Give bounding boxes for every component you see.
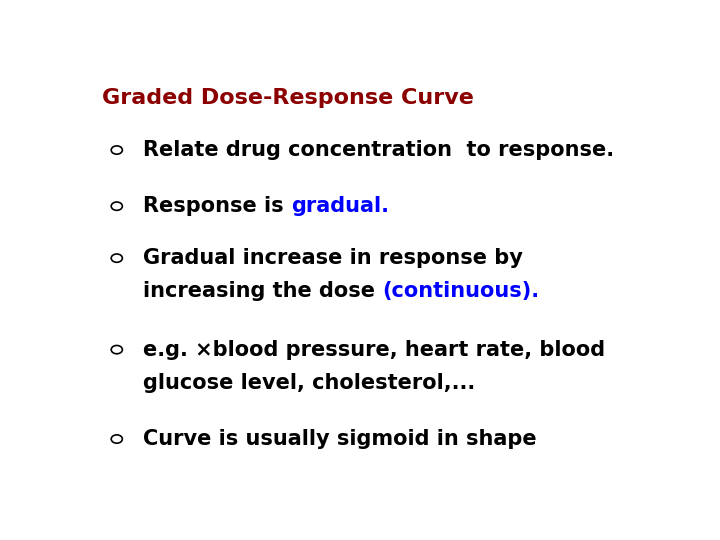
Text: Gradual increase in response by: Gradual increase in response by [143, 248, 523, 268]
Text: Response is: Response is [143, 196, 291, 216]
Text: gradual.: gradual. [291, 196, 389, 216]
Text: e.g. ⨯blood pressure, heart rate, blood: e.g. ⨯blood pressure, heart rate, blood [143, 340, 605, 360]
Text: glucose level, cholesterol,...: glucose level, cholesterol,... [143, 373, 475, 393]
Text: Relate drug concentration  to response.: Relate drug concentration to response. [143, 140, 614, 160]
Text: Curve is usually sigmoid in shape: Curve is usually sigmoid in shape [143, 429, 536, 449]
Text: (continuous).: (continuous). [382, 281, 539, 301]
Text: increasing the dose: increasing the dose [143, 281, 382, 301]
Text: Graded Dose-Response Curve: Graded Dose-Response Curve [102, 87, 474, 107]
